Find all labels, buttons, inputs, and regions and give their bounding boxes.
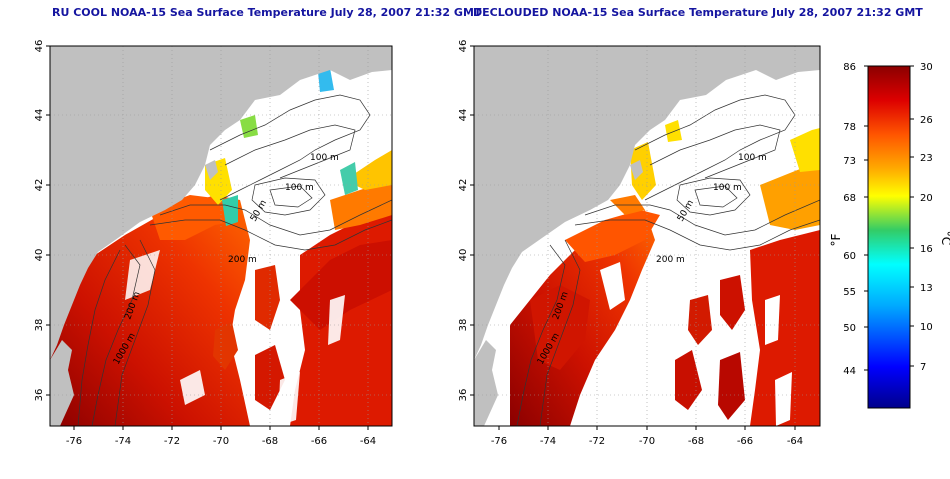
contour-label: 200 m: [228, 255, 257, 265]
land-cape-cod: [205, 160, 218, 180]
contour-label: 100 m: [310, 153, 339, 163]
land-delmarva: [50, 340, 74, 426]
fahrenheit-tick-label: 50: [843, 323, 856, 334]
x-tick-label: -74: [115, 436, 131, 447]
y-tick-label: 40: [458, 249, 469, 262]
x-tick-label: -72: [164, 436, 180, 447]
x-tick-label: -70: [213, 436, 229, 447]
contour-label: 100 m: [285, 183, 314, 193]
x-tick-label: -74: [540, 436, 556, 447]
celsius-tick-label: 10: [920, 322, 933, 333]
cool-patch: [222, 195, 238, 226]
colorbar-gradient: [867, 65, 911, 409]
warm-water-east: [750, 230, 820, 426]
left-sst-map-panel: 100 m 100 m 50 m 200 m 200 m 1000 m -76 …: [0, 0, 420, 475]
celsius-unit-label: °C: [939, 231, 950, 245]
contour-label: 100 m: [738, 153, 767, 163]
x-tick-label: -66: [737, 436, 753, 447]
y-tick-label: 38: [34, 319, 45, 332]
y-tick-label: 46: [34, 40, 45, 53]
warm-patch: [760, 160, 820, 230]
cloud-streak: [328, 295, 345, 345]
celsius-tick-label: 16: [920, 244, 933, 255]
contour-label: 200 m: [656, 255, 685, 265]
warm-patch: [688, 295, 712, 345]
y-tick-label: 42: [458, 179, 469, 192]
x-tick-label: -72: [589, 436, 605, 447]
cloud-streak: [765, 295, 780, 345]
celsius-tick-label: 30: [920, 62, 933, 73]
fahrenheit-tick-label: 60: [843, 251, 856, 262]
warm-patch: [675, 350, 702, 410]
warm-patch: [565, 210, 660, 262]
warm-patch: [720, 275, 745, 330]
right-panel-title: DECLOUDED NOAA-15 Sea Surface Temperatur…: [473, 6, 923, 19]
warm-patch: [718, 352, 745, 420]
fahrenheit-tick-label: 68: [843, 193, 856, 204]
celsius-tick-label: 13: [920, 283, 933, 294]
x-tick-label: -64: [787, 436, 803, 447]
warm-water-southwest: [50, 195, 250, 426]
y-tick-label: 42: [34, 179, 45, 192]
warm-patch: [790, 128, 820, 172]
warm-patch: [255, 345, 285, 410]
warm-patch: [290, 240, 392, 330]
cloud-streak: [180, 370, 205, 405]
fahrenheit-tick-label: 86: [843, 62, 856, 73]
x-tick-label: -68: [688, 436, 704, 447]
x-tick-label: -68: [262, 436, 278, 447]
cool-patch: [318, 68, 334, 92]
contour-label: 100 m: [713, 183, 742, 193]
cool-patch: [240, 115, 258, 138]
y-tick-label: 36: [458, 389, 469, 402]
y-tick-label: 36: [34, 389, 45, 402]
warm-patch: [530, 285, 590, 370]
x-tick-label: -64: [360, 436, 376, 447]
x-tick-label: -70: [639, 436, 655, 447]
celsius-tick-label: 26: [920, 115, 933, 126]
cloud-streak: [278, 372, 300, 426]
fahrenheit-tick-label: 44: [843, 366, 856, 377]
right-sst-map-panel: 100 m 100 m 50 m 200 m 200 m 1000 m -76 …: [420, 0, 830, 475]
cloud-streak: [600, 262, 625, 310]
y-tick-label: 38: [458, 319, 469, 332]
land-cape-cod: [630, 160, 643, 180]
cool-patch: [630, 142, 656, 200]
fahrenheit-tick-label: 78: [843, 122, 856, 133]
x-tick-label: -76: [66, 436, 82, 447]
land-delmarva: [474, 340, 498, 426]
warm-patch: [330, 180, 392, 230]
y-tick-label: 44: [34, 109, 45, 122]
axis-ticks: [46, 45, 369, 430]
celsius-tick-label: 20: [920, 193, 933, 204]
celsius-tick-label: 23: [920, 153, 933, 164]
warm-patch: [255, 265, 280, 330]
warm-patch: [213, 322, 238, 370]
grid-lines: [474, 46, 820, 426]
cool-patch: [340, 162, 358, 195]
fahrenheit-tick-label: 55: [843, 287, 856, 298]
x-tick-label: -76: [491, 436, 507, 447]
axis-ticks: [470, 45, 796, 430]
cool-patch: [665, 120, 682, 142]
temperature-colorbar: 86 78 73 68 60 55 50 44 30 26 23 20 16 1…: [829, 0, 950, 475]
left-panel-title: RU COOL NOAA-15 Sea Surface Temperature …: [52, 6, 482, 19]
land-nova-scotia: [300, 46, 392, 75]
land-mainland: [474, 46, 820, 360]
x-tick-label: -66: [311, 436, 327, 447]
y-tick-label: 46: [458, 40, 469, 53]
land-mainland: [50, 46, 392, 360]
grid-lines: [50, 46, 392, 426]
y-tick-label: 44: [458, 109, 469, 122]
y-tick-label: 40: [34, 249, 45, 262]
fahrenheit-unit-label: °F: [830, 233, 843, 246]
celsius-tick-label: 7: [920, 362, 926, 373]
fahrenheit-tick-label: 73: [843, 156, 856, 167]
cloud-streak: [775, 372, 792, 426]
